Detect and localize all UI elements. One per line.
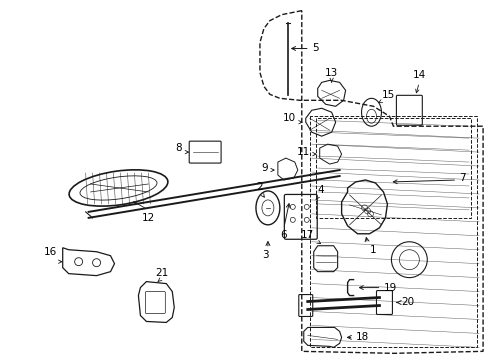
Text: 13: 13 <box>325 68 338 78</box>
Text: 2: 2 <box>256 182 263 192</box>
Text: 18: 18 <box>355 332 368 342</box>
Text: 14: 14 <box>412 71 425 80</box>
Text: 10: 10 <box>282 113 295 123</box>
Text: 8: 8 <box>175 143 182 153</box>
Text: 1: 1 <box>369 245 376 255</box>
Text: 19: 19 <box>383 283 396 293</box>
Text: 20: 20 <box>401 297 414 306</box>
Text: 5: 5 <box>311 42 318 53</box>
Text: 17: 17 <box>301 230 314 240</box>
Text: 15: 15 <box>381 90 394 100</box>
Text: 16: 16 <box>43 247 57 257</box>
Text: 11: 11 <box>296 147 309 157</box>
Text: 6: 6 <box>280 230 286 240</box>
Text: 4: 4 <box>317 185 324 195</box>
Text: 12: 12 <box>142 213 155 223</box>
Text: 21: 21 <box>155 267 168 278</box>
Text: 7: 7 <box>458 173 465 183</box>
Text: 9: 9 <box>261 163 267 173</box>
Text: 3: 3 <box>262 250 269 260</box>
